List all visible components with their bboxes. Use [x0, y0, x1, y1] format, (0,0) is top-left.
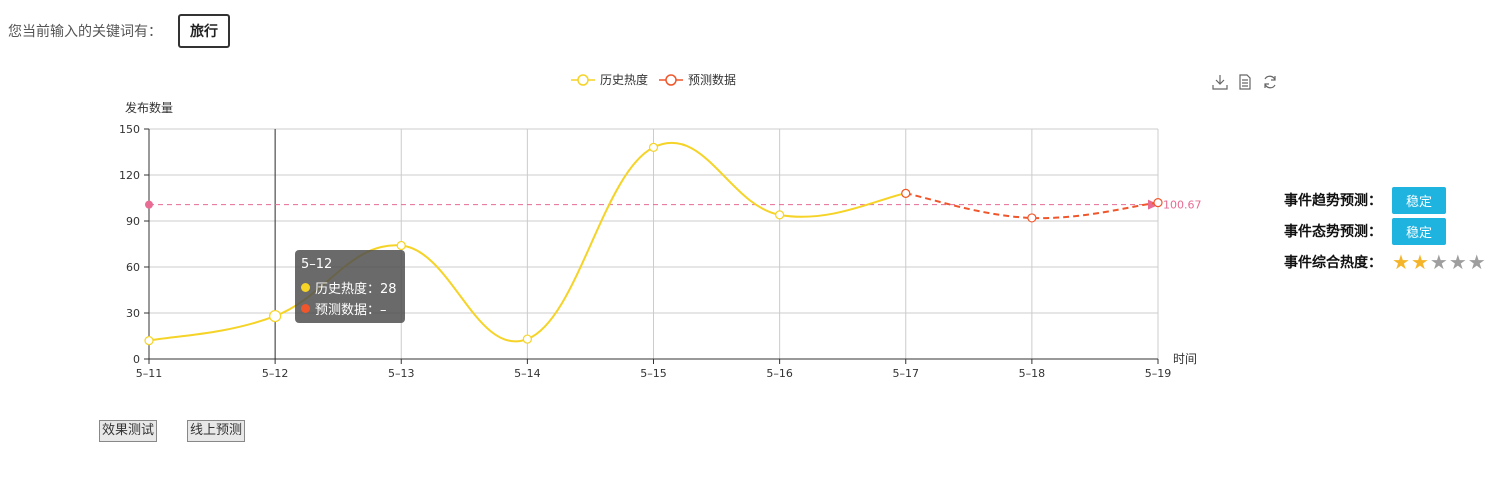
history-point [269, 309, 282, 323]
keyword-tag[interactable]: 旅行 [178, 14, 230, 48]
x-axis-label: 时间 [1173, 352, 1197, 366]
trend-badge[interactable]: 稳定 [1392, 186, 1447, 214]
trend-row: 事件趋势预测： 稳定 [1284, 186, 1486, 214]
forecast-point [1153, 198, 1163, 208]
tooltip-forecast-text: 预测数据：– [315, 303, 387, 318]
y-tick-label: 90 [126, 215, 140, 228]
y-axis-label: 发布数量 [125, 100, 173, 115]
star-empty-icon: ★ [1429, 250, 1448, 274]
tooltip-history-text: 历史热度：28 [315, 282, 397, 297]
forecast-point [901, 188, 911, 198]
x-tick-label: 5–17 [893, 367, 920, 380]
heat-rating: ★ ★ ★ ★ ★ [1392, 252, 1486, 272]
keyword-label: 您当前输入的关键词有： [8, 24, 162, 40]
tooltip-row-forecast: 预测数据：– [301, 299, 387, 318]
x-tick-label: 5–19 [1145, 367, 1172, 380]
tooltip-title: 5–12 [301, 257, 333, 272]
x-tick-label: 5–11 [136, 367, 163, 380]
y-tick-label: 60 [126, 261, 140, 274]
legend-history: 历史热度 [600, 72, 648, 87]
online-predict-button[interactable]: 线上预测 [187, 420, 246, 442]
state-badge[interactable]: 稳定 [1392, 217, 1447, 245]
prediction-panel: 事件趋势预测： 稳定 事件态势预测： 稳定 事件综合热度： ★ ★ ★ ★ ★ [1284, 186, 1486, 279]
trend-chart: 0 30 60 90 120 150 5–11 5–12 5–13 5–14 5–15 5–16 5–1… [119, 72, 1202, 380]
star-empty-icon: ★ [1467, 250, 1486, 274]
history-series-line [148, 141, 906, 343]
state-label: 事件态势预测： [1284, 224, 1382, 240]
x-tick-label: 5–12 [262, 367, 289, 380]
history-point [144, 336, 154, 346]
x-tick-label: 5–16 [766, 367, 793, 380]
forecast-series-line [905, 192, 1159, 220]
markline-start-dot [145, 200, 153, 209]
history-point [522, 334, 532, 344]
history-dot-icon [301, 283, 310, 292]
markline-arrow-icon [1148, 199, 1159, 210]
heat-label: 事件综合热度： [1284, 255, 1382, 271]
refresh-icon[interactable] [1262, 74, 1278, 90]
y-tick-label: 0 [133, 353, 140, 366]
x-tick-label: 5–13 [388, 367, 415, 380]
heat-row: 事件综合热度： ★ ★ ★ ★ ★ [1284, 248, 1486, 276]
legend-marker-icon [665, 74, 677, 86]
forecast-dot-icon [301, 304, 310, 313]
history-point [396, 240, 406, 251]
history-point [775, 210, 785, 220]
download-icon[interactable] [1212, 74, 1228, 90]
chart-toolbox [1212, 74, 1278, 90]
state-row: 事件态势预测： 稳定 [1284, 217, 1486, 245]
forecast-point [1027, 213, 1037, 223]
y-tick-label: 120 [119, 169, 140, 182]
tooltip-row-history: 历史热度：28 [301, 278, 397, 297]
keyword-row: 您当前输入的关键词有： 旅行 [8, 14, 230, 48]
x-tick-label: 5–18 [1019, 367, 1046, 380]
y-tick-label: 30 [126, 307, 140, 320]
x-tick-label: 5–15 [640, 367, 667, 380]
trend-label: 事件趋势预测： [1284, 193, 1382, 209]
y-tick-label: 150 [119, 123, 140, 136]
data-view-icon[interactable] [1237, 74, 1253, 90]
star-filled-icon: ★ [1410, 250, 1429, 274]
x-tick-label: 5–14 [514, 367, 541, 380]
star-filled-icon: ★ [1392, 250, 1410, 274]
chart-tooltip: 5–12 历史热度：28 预测数据：– [295, 250, 405, 323]
legend-marker-icon [577, 74, 589, 86]
effect-test-button[interactable]: 效果测试 [99, 420, 158, 442]
star-empty-icon: ★ [1448, 250, 1467, 274]
history-point [648, 142, 659, 153]
markline-label: 100.67 [1163, 199, 1202, 212]
legend-forecast: 预测数据 [688, 72, 736, 87]
